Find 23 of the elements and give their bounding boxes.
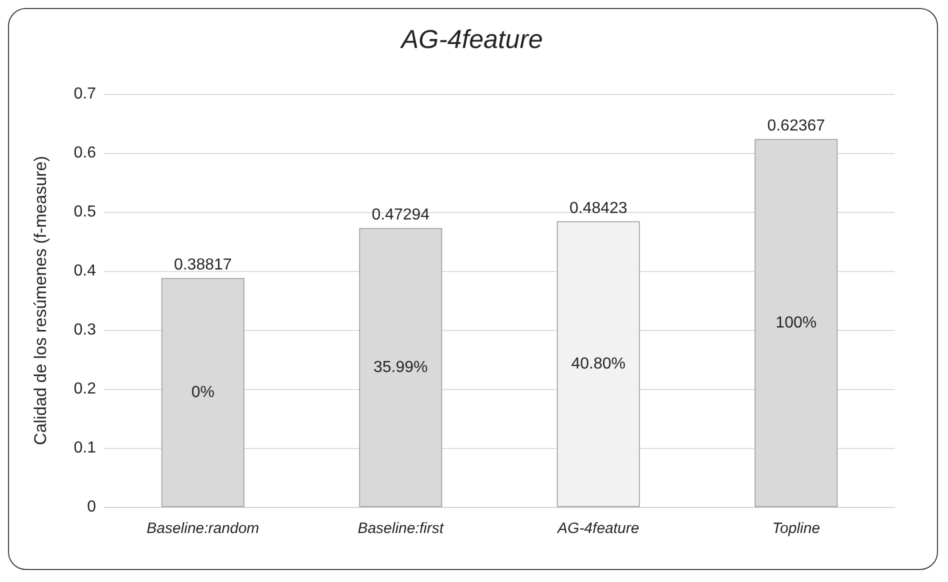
x-tick-label: AG-4feature (556, 520, 640, 537)
annotation: 40.80% (571, 356, 626, 373)
chart-title: AG-4feature (399, 24, 543, 54)
y-tick-label: 0 (87, 498, 96, 516)
data-label: 0.38817 (174, 256, 232, 274)
y-tick-label: 0.2 (74, 380, 96, 398)
y-axis-title: Calidad de los resúmenes (f-measure) (31, 156, 50, 446)
data-label: 0.47294 (372, 206, 430, 224)
data-label: 0.62367 (767, 118, 826, 135)
annotation: 35.99% (373, 358, 428, 376)
y-tick-label: 0.7 (74, 86, 96, 102)
bar (556, 221, 640, 507)
y-tick-label: 0.3 (74, 322, 96, 338)
data-label: 0.48423 (569, 200, 628, 217)
x-tick-label: Baseline:random (146, 520, 260, 537)
y-tick-label: 0.5 (74, 204, 96, 220)
y-tick-label: 0.1 (74, 440, 96, 456)
y-tick-label: 0.4 (74, 262, 96, 280)
annotation: 0% (191, 384, 214, 401)
annotation: 100% (776, 314, 817, 332)
y-tick-label: 0.6 (74, 144, 96, 162)
x-tick-label: Baseline:first (358, 520, 444, 537)
x-tick-label: Topline (772, 520, 820, 537)
